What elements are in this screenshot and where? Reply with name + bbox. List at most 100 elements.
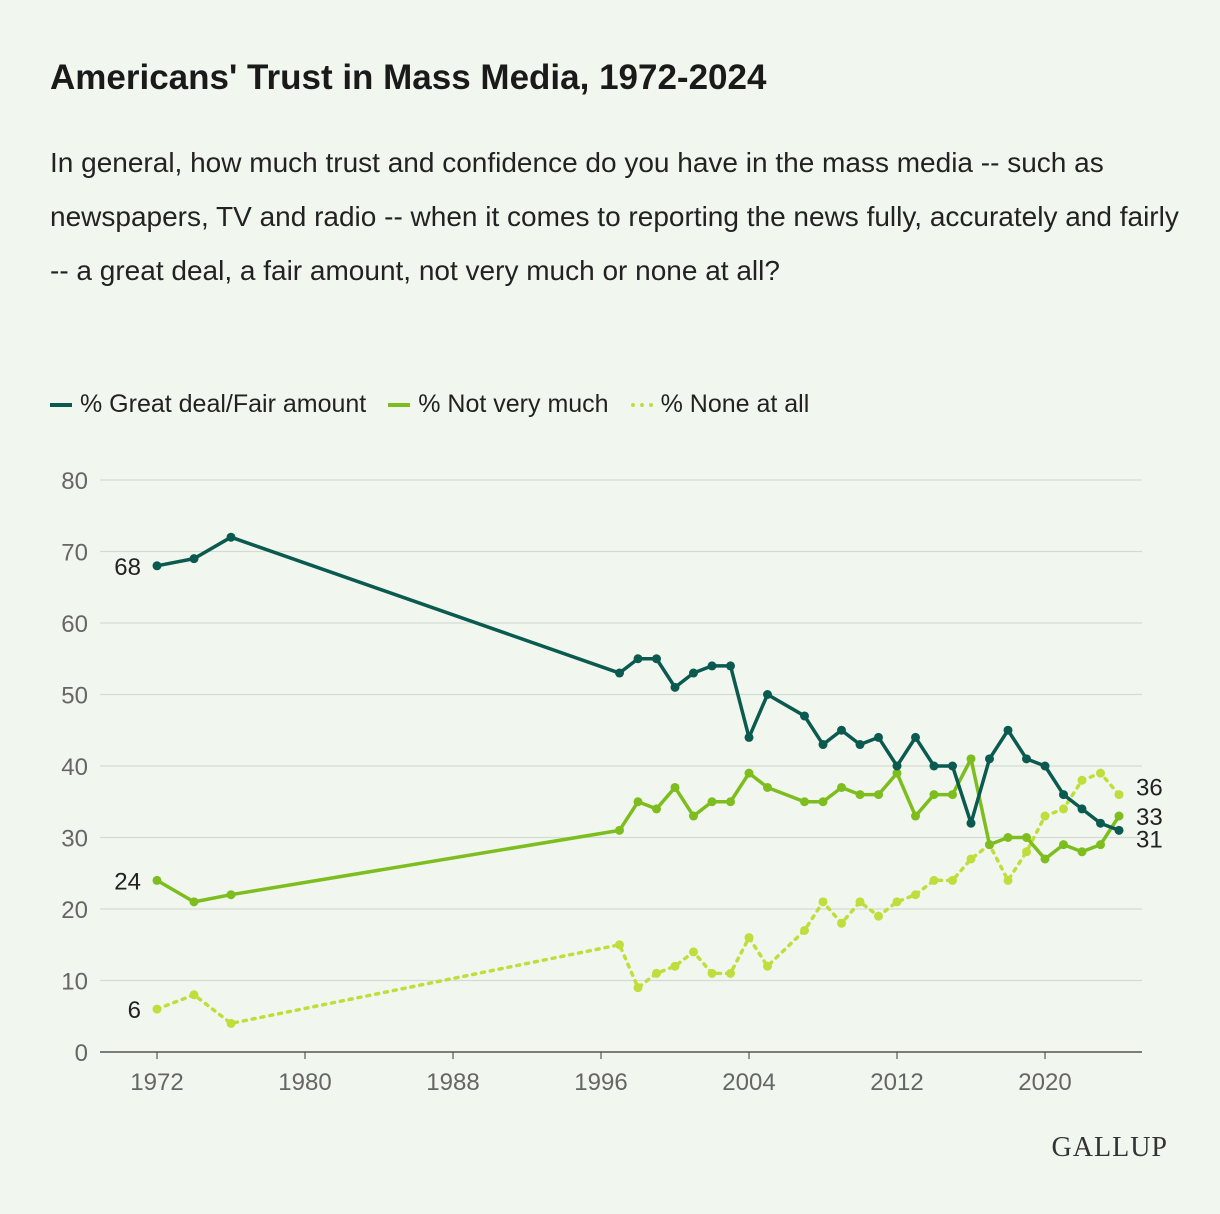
data-point bbox=[1077, 804, 1087, 814]
data-point bbox=[189, 897, 199, 907]
data-point bbox=[744, 732, 754, 742]
y-tick-label: 60 bbox=[61, 611, 88, 638]
data-point bbox=[818, 897, 828, 907]
x-tick-label: 1972 bbox=[130, 1069, 183, 1096]
data-point bbox=[726, 968, 735, 978]
data-point bbox=[763, 782, 772, 792]
x-tick-label: 2004 bbox=[722, 1069, 775, 1096]
y-tick-label: 80 bbox=[61, 468, 88, 495]
x-tick-label: 2020 bbox=[1018, 1069, 1071, 1096]
end-value-label: 33 bbox=[1136, 804, 1163, 831]
data-point bbox=[874, 911, 883, 921]
start-value-label: 6 bbox=[128, 997, 141, 1024]
data-point bbox=[633, 983, 643, 993]
data-point bbox=[911, 890, 920, 900]
gallup-logo: GALLUP bbox=[1051, 1132, 1168, 1163]
data-point bbox=[189, 554, 199, 564]
x-tick-label: 1996 bbox=[574, 1069, 627, 1096]
data-point bbox=[1040, 761, 1050, 771]
data-point bbox=[152, 875, 162, 885]
y-tick-label: 0 bbox=[75, 1040, 88, 1067]
data-point bbox=[707, 661, 717, 671]
data-point bbox=[874, 790, 883, 800]
data-point bbox=[855, 897, 865, 907]
data-point bbox=[948, 761, 957, 771]
data-point bbox=[948, 875, 957, 885]
data-point bbox=[800, 797, 809, 807]
data-point bbox=[652, 968, 661, 978]
data-point bbox=[652, 804, 661, 814]
data-point bbox=[689, 811, 698, 821]
legend-item-none-at-all: % None at all bbox=[630, 390, 810, 419]
data-point bbox=[1096, 818, 1105, 828]
data-point bbox=[670, 782, 680, 792]
data-point bbox=[189, 990, 199, 1000]
chart-subtitle: In general, how much trust and confidenc… bbox=[50, 147, 1179, 286]
data-point bbox=[152, 561, 162, 571]
data-point bbox=[929, 790, 939, 800]
legend-swatch bbox=[388, 402, 411, 407]
data-point bbox=[837, 725, 846, 735]
data-point bbox=[948, 790, 957, 800]
start-value-label: 68 bbox=[114, 554, 141, 581]
data-point bbox=[1040, 811, 1050, 821]
data-point bbox=[818, 740, 828, 750]
data-point bbox=[1003, 833, 1013, 842]
data-point bbox=[1096, 840, 1105, 850]
data-point bbox=[966, 754, 976, 764]
data-point bbox=[726, 797, 735, 807]
data-point bbox=[966, 854, 976, 864]
data-point bbox=[929, 761, 939, 771]
data-point bbox=[1003, 875, 1013, 885]
end-value-label: 31 bbox=[1136, 826, 1163, 853]
data-point bbox=[837, 782, 846, 792]
data-point bbox=[1059, 790, 1068, 800]
data-point bbox=[966, 818, 976, 828]
data-point bbox=[855, 740, 865, 750]
x-tick-label: 1988 bbox=[426, 1069, 479, 1096]
data-point bbox=[1059, 840, 1068, 850]
data-point bbox=[892, 768, 902, 778]
legend: % Great deal/Fair amount % Not very much… bbox=[50, 390, 809, 419]
data-point bbox=[670, 682, 680, 692]
data-point bbox=[1096, 768, 1105, 778]
y-tick-label: 20 bbox=[61, 897, 88, 924]
legend-label: % None at all bbox=[660, 390, 810, 418]
data-point bbox=[152, 1004, 162, 1014]
data-point bbox=[1003, 725, 1013, 735]
data-point bbox=[689, 668, 698, 678]
chart-title: Americans' Trust in Mass Media, 1972-202… bbox=[50, 58, 767, 97]
data-point bbox=[763, 961, 772, 971]
data-point bbox=[892, 897, 902, 907]
data-point bbox=[1040, 854, 1050, 864]
data-point bbox=[985, 840, 994, 850]
data-point bbox=[911, 732, 920, 742]
data-point bbox=[744, 768, 754, 778]
data-point bbox=[855, 790, 865, 800]
data-point bbox=[1022, 833, 1031, 842]
y-tick-label: 10 bbox=[61, 969, 88, 996]
data-point bbox=[1077, 847, 1087, 857]
legend-item-not-very-much: % Not very much bbox=[388, 390, 609, 419]
data-point bbox=[726, 661, 735, 671]
data-point bbox=[1022, 847, 1031, 857]
data-point bbox=[652, 654, 661, 664]
series-line-0 bbox=[156, 535, 1120, 832]
legend-swatch bbox=[630, 402, 653, 407]
data-point bbox=[615, 825, 624, 835]
data-point bbox=[1114, 811, 1124, 821]
data-point bbox=[911, 811, 920, 821]
data-point bbox=[1077, 775, 1087, 785]
data-point bbox=[985, 754, 994, 764]
data-point bbox=[707, 797, 717, 807]
data-point bbox=[744, 933, 754, 943]
data-point bbox=[929, 875, 939, 885]
legend-item-great-deal: % Great deal/Fair amount bbox=[50, 390, 366, 419]
data-point bbox=[226, 890, 236, 900]
x-tick-label: 1980 bbox=[278, 1069, 331, 1096]
data-point bbox=[615, 668, 624, 678]
legend-label: % Not very much bbox=[418, 390, 609, 418]
data-point bbox=[615, 940, 624, 950]
data-point bbox=[763, 690, 772, 699]
